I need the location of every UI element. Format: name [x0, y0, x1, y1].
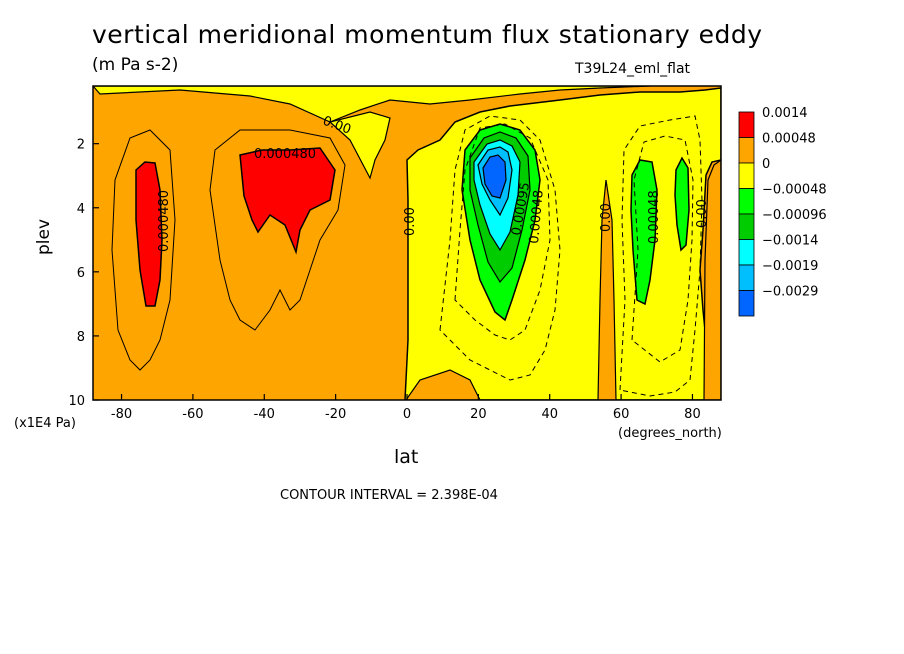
legend-label: 0.0014	[762, 106, 808, 121]
contour-label: 0.00	[403, 207, 418, 236]
field-orange-strip	[405, 369, 481, 400]
color-legend: 0.0014 0.00048 0 −0.00048 −0.00096 −0.0014 −0.…	[738, 106, 827, 317]
field-orange-60n	[597, 179, 617, 400]
contour-label: 0.00048	[527, 189, 547, 244]
contour-lines	[111, 115, 703, 397]
y-tick-label: 4	[77, 202, 85, 217]
x-tick-label: -80	[111, 407, 132, 422]
legend-label: −0.00096	[762, 208, 827, 223]
legend-label: 0	[762, 157, 770, 172]
plot-field	[93, 86, 721, 400]
chart-units: (m Pa s-2)	[92, 55, 179, 75]
field-red-core-2	[239, 147, 336, 255]
run-label: T39L24_eml_flat	[575, 61, 691, 77]
field-blue-core	[482, 154, 507, 199]
legend-label: −0.0029	[762, 285, 818, 300]
field-red-core-1	[135, 161, 163, 307]
x-tick-label: -60	[182, 407, 203, 422]
x-tick-label: 60	[613, 407, 630, 422]
legend-swatch	[738, 188, 755, 215]
field-yellow-dip	[328, 111, 391, 180]
legend-label: −0.0019	[762, 259, 818, 274]
legend-swatch	[738, 111, 755, 138]
field-orange-85n	[703, 159, 721, 400]
x-tick-label: 0	[403, 407, 411, 422]
y-axis-units: (x1E4 Pa)	[14, 416, 76, 431]
legend-swatch	[738, 162, 755, 189]
legend-swatch	[738, 239, 755, 266]
contour-label: 0.00	[695, 199, 710, 228]
field-yellow-top	[93, 86, 651, 123]
legend-label: −0.00048	[762, 183, 827, 198]
x-tick-label: -40	[254, 407, 275, 422]
contour-label: 0.00	[599, 203, 614, 232]
contour-label: 0.000480	[254, 147, 316, 162]
y-axis: 2 4 6 8 10	[68, 138, 99, 409]
x-axis-label: lat	[394, 446, 419, 468]
x-axis: -80 -60 -40 -20 0 20 40 60 80	[111, 394, 701, 422]
y-tick-label: 8	[77, 330, 85, 345]
field-green-core-4	[674, 156, 690, 252]
x-tick-label: 80	[684, 407, 701, 422]
y-tick-label: 2	[77, 138, 85, 153]
field-yellow-nh	[404, 87, 721, 400]
contour-label: 0.00048	[647, 190, 662, 244]
legend-label: −0.0014	[762, 234, 818, 249]
x-tick-label: 20	[470, 407, 487, 422]
y-tick-label: 6	[77, 266, 85, 281]
x-tick-label: 40	[541, 407, 558, 422]
legend-swatch	[738, 137, 755, 164]
chart-title: vertical meridional momentum flux statio…	[92, 20, 763, 49]
legend-swatch	[738, 213, 755, 240]
legend-swatch	[738, 290, 755, 317]
field-green-core-3	[630, 159, 658, 306]
legend-label: 0.00048	[762, 132, 816, 147]
y-tick-label: 10	[68, 394, 85, 409]
x-tick-label: -20	[325, 407, 346, 422]
x-axis-units: (degrees_north)	[618, 426, 722, 441]
contour-label: 0.000480	[157, 190, 172, 252]
legend-swatch	[738, 264, 755, 291]
contour-interval: CONTOUR INTERVAL = 2.398E-04	[280, 488, 498, 503]
